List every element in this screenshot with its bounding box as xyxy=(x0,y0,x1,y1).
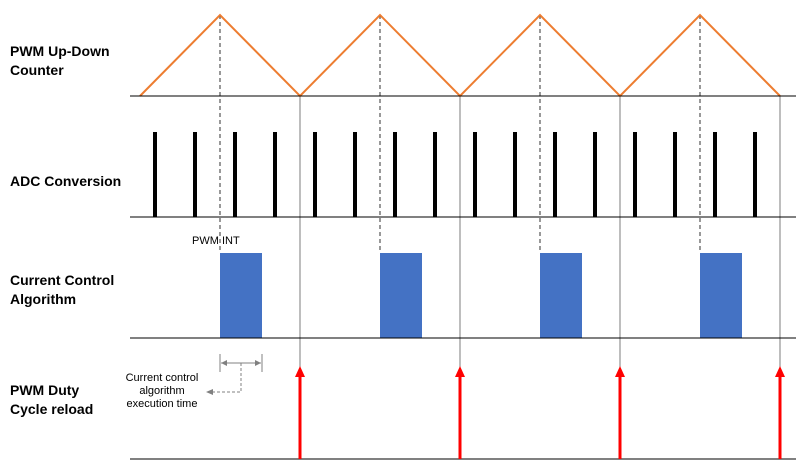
algorithm-block xyxy=(220,253,262,338)
adc-conversion-pulse xyxy=(393,132,397,217)
pwm-counter-waveform xyxy=(139,13,781,98)
adc-conversion-pulse xyxy=(433,132,437,217)
adc-conversion-pulse xyxy=(313,132,317,217)
reload-arrow-head xyxy=(455,366,465,377)
adc-conversion-pulse xyxy=(233,132,237,217)
adc-conversion-pulse xyxy=(713,132,717,217)
adc-conversion-pulse xyxy=(473,132,477,217)
adc-conversion-pulse xyxy=(273,132,277,217)
exec-time-arrowhead xyxy=(255,360,261,366)
adc-conversion-pulse xyxy=(753,132,757,217)
adc-conversion-pulse xyxy=(673,132,677,217)
adc-conversion-pulse xyxy=(353,132,357,217)
exec-time-label: Current control algorithm execution time xyxy=(125,372,199,410)
current-control-label: Current Control Algorithm xyxy=(10,272,115,307)
reload-arrow-head xyxy=(775,366,785,377)
algorithm-block xyxy=(380,253,422,338)
adc-conversion-pulse xyxy=(153,132,157,217)
reload-arrow-head xyxy=(295,366,305,377)
algorithm-block xyxy=(540,253,582,338)
adc-conversion-pulse xyxy=(193,132,197,217)
duty-reload-label: PWM Duty Cycle reload xyxy=(10,382,94,417)
reload-arrow-head xyxy=(615,366,625,377)
exec-time-arrowhead xyxy=(221,360,227,366)
adc-conversion-pulse xyxy=(553,132,557,217)
exec-time-leader-arrowhead xyxy=(206,389,213,395)
adc-conversion-pulse xyxy=(513,132,517,217)
exec-time-leader xyxy=(212,363,242,393)
adc-conversion-pulse xyxy=(633,132,637,217)
pwm-counter-label: PWM Up-Down Counter xyxy=(10,43,110,78)
pwm-int-label: PWM INT xyxy=(192,235,240,247)
adc-conversion-label: ADC Conversion xyxy=(10,173,122,189)
algorithm-block xyxy=(700,253,742,338)
adc-conversion-pulse xyxy=(593,132,597,217)
